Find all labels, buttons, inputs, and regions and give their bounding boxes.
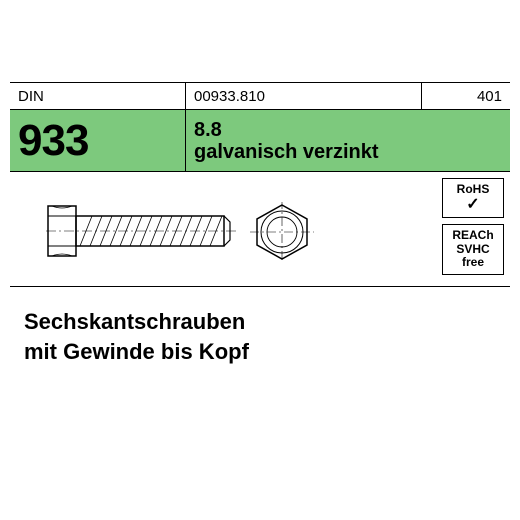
- rohs-label: RoHS: [457, 183, 490, 197]
- reach-line1: REACh: [452, 229, 493, 243]
- compliance-badges: RoHS ✓ REACh SVHC free: [442, 178, 504, 275]
- grade-finish: 8.8 galvanisch verzinkt: [186, 110, 510, 171]
- header-row: DIN 00933.810 401: [10, 82, 510, 110]
- description-line2: mit Gewinde bis Kopf: [24, 337, 496, 367]
- reach-line3: free: [462, 256, 484, 270]
- grade-text: 8.8: [194, 119, 510, 141]
- bolt-hex-end-icon: [250, 202, 314, 262]
- rohs-badge: RoHS ✓: [442, 178, 504, 218]
- code-cell: 401: [422, 83, 510, 109]
- illustration-row: RoHS ✓ REACh SVHC free: [10, 172, 510, 287]
- reach-line2: SVHC: [456, 243, 489, 257]
- reach-badge: REACh SVHC free: [442, 224, 504, 275]
- din-number: 933: [10, 110, 186, 171]
- article-cell: 00933.810: [186, 83, 422, 109]
- bolt-side-view-icon: [46, 200, 236, 262]
- description-line1: Sechskantschrauben: [24, 307, 496, 337]
- product-spec-card: DIN 00933.810 401 933 8.8 galvanisch ver…: [10, 82, 510, 438]
- standard-cell: DIN: [10, 83, 186, 109]
- spec-row: 933 8.8 galvanisch verzinkt: [10, 110, 510, 172]
- check-icon: ✓: [466, 197, 479, 213]
- description-row: Sechskantschrauben mit Gewinde bis Kopf: [10, 287, 510, 437]
- finish-text: galvanisch verzinkt: [194, 141, 510, 163]
